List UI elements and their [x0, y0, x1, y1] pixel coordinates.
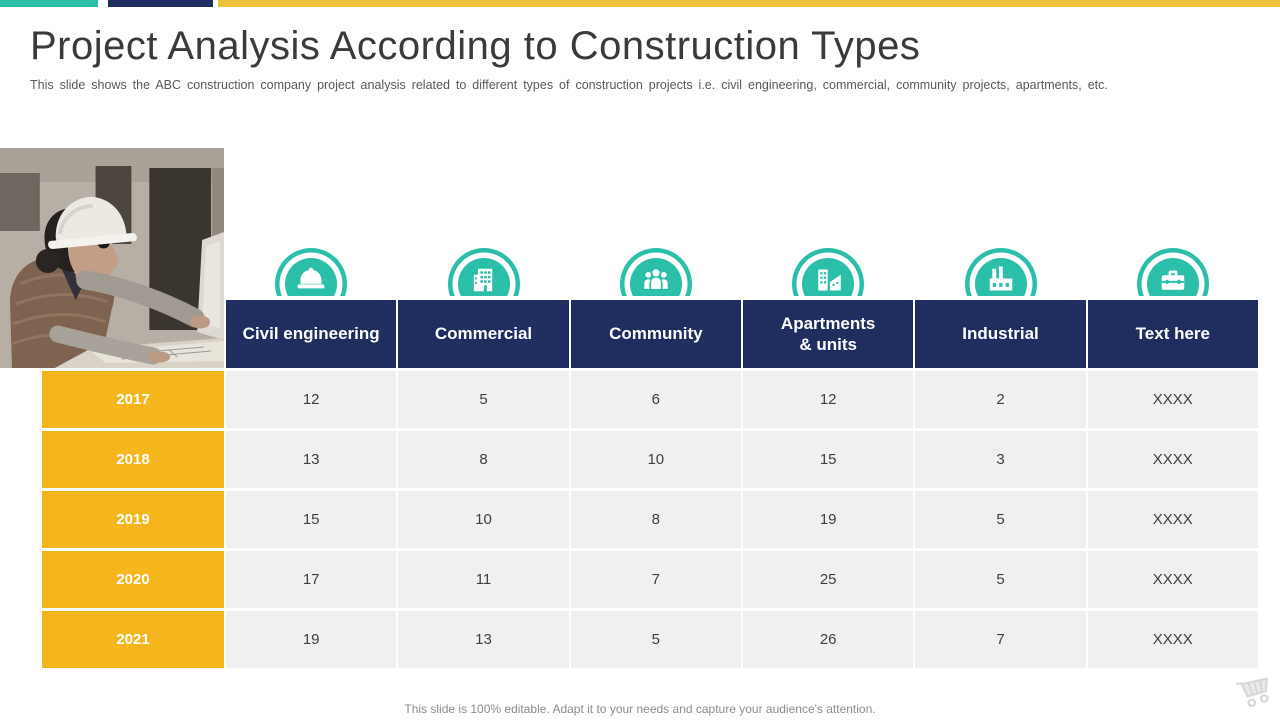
- page-title: Project Analysis According to Constructi…: [30, 24, 921, 68]
- column-header-cell: Civil engineering: [226, 300, 397, 368]
- data-cell: 2: [915, 371, 1086, 428]
- column-header-cell: Commercial: [398, 300, 569, 368]
- column-header-cell: Apartments & units: [742, 300, 914, 368]
- factory-icon: [963, 244, 1039, 296]
- column-header-cell: Industrial: [915, 300, 1086, 368]
- apartment-chart-icon: [790, 244, 866, 296]
- data-cell: 19: [742, 491, 914, 548]
- topbar-teal-segment: [0, 0, 98, 7]
- column-header-cell: Community: [570, 300, 741, 368]
- year-cell: 2020: [42, 551, 224, 608]
- data-cell: 17: [226, 551, 397, 608]
- data-cell: 15: [226, 491, 397, 548]
- year-cell: 2021: [42, 611, 224, 668]
- people-group-icon: [618, 244, 694, 296]
- data-cell: 5: [915, 491, 1086, 548]
- data-cell: XXXX: [1087, 491, 1258, 548]
- data-cell: 8: [570, 491, 741, 548]
- data-cell: 25: [742, 551, 914, 608]
- cart-watermark-icon: [1234, 674, 1276, 715]
- data-cell: 5: [915, 551, 1086, 608]
- column-header-cell: Text here: [1087, 300, 1258, 368]
- topbar-navy-segment: [108, 0, 213, 7]
- data-cell: 13: [398, 611, 569, 668]
- construction-worker-illustration: [0, 148, 224, 368]
- data-cell: 10: [398, 491, 569, 548]
- construction-worker-photo: [0, 148, 224, 368]
- footer-note: This slide is 100% editable. Adapt it to…: [404, 702, 876, 716]
- data-cell: 7: [570, 551, 741, 608]
- data-cell: 8: [398, 431, 569, 488]
- data-cell: 13: [226, 431, 397, 488]
- data-cell: 15: [742, 431, 914, 488]
- year-cell: 2017: [42, 371, 224, 428]
- data-cell: 12: [226, 371, 397, 428]
- data-cell: 26: [742, 611, 914, 668]
- data-cell: XXXX: [1087, 551, 1258, 608]
- office-building-icon: [446, 244, 522, 296]
- data-cell: XXXX: [1087, 611, 1258, 668]
- toolbox-icon: [1135, 244, 1211, 296]
- data-table: Civil engineering Commercial Community Apar…: [42, 300, 1258, 668]
- data-cell: XXXX: [1087, 431, 1258, 488]
- year-cell: 2019: [42, 491, 224, 548]
- hard-hat-icon: [273, 244, 349, 296]
- year-cell: 2018: [42, 431, 224, 488]
- data-cell: 19: [226, 611, 397, 668]
- data-cell: 12: [742, 371, 914, 428]
- topbar-yellow-segment: [218, 0, 1280, 7]
- page-subtitle: This slide shows the ABC construction co…: [30, 78, 1108, 92]
- data-cell: 11: [398, 551, 569, 608]
- data-cell: 3: [915, 431, 1086, 488]
- data-cell: 5: [570, 611, 741, 668]
- data-cell: 5: [398, 371, 569, 428]
- data-cell: XXXX: [1087, 371, 1258, 428]
- data-cell: 6: [570, 371, 741, 428]
- data-cell: 7: [915, 611, 1086, 668]
- data-cell: 10: [570, 431, 741, 488]
